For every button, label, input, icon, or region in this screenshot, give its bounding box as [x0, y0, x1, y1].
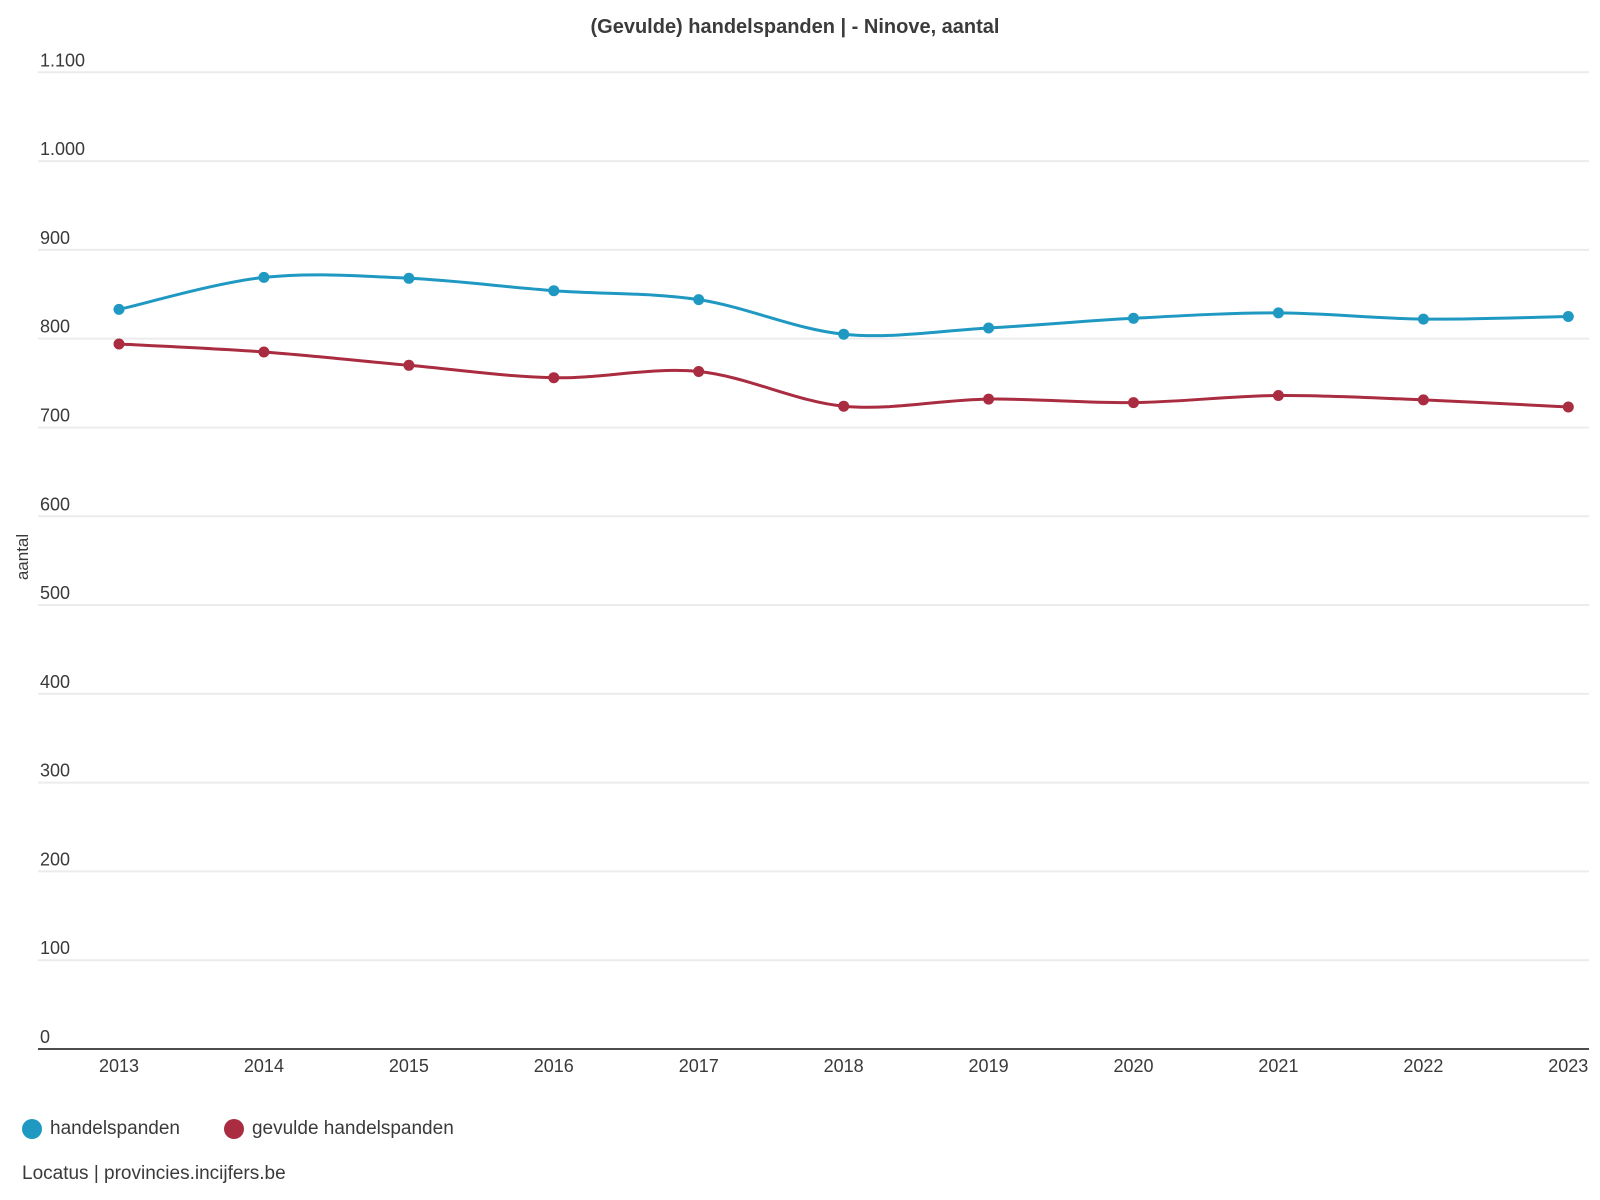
- y-tick-label: 100: [40, 938, 70, 958]
- data-point: [1128, 312, 1139, 324]
- x-tick-label: 2020: [1113, 1056, 1153, 1076]
- data-point: [983, 393, 995, 405]
- x-tick-label: 2019: [969, 1056, 1009, 1076]
- y-axis-labels: 0 100 200 300 400 500 600 700 800 900 1.000 1.100: [40, 50, 85, 1047]
- legend-marker-handelspanden-icon: [22, 1119, 42, 1139]
- y-tick-label: 600: [40, 494, 70, 514]
- x-tick-label: 2015: [389, 1056, 429, 1076]
- y-tick-label: 1.000: [40, 139, 85, 159]
- x-axis-labels: 2013 2014 2015 2016 2017 2018 2019 2020 2021 2022…: [99, 1056, 1588, 1076]
- x-tick-label: 2016: [534, 1056, 574, 1076]
- line-chart-canvas: 0 100 200 300 400 500 600 700 800 900 1.000 1.100 20…: [38, 50, 1589, 1076]
- x-tick-label: 2022: [1403, 1056, 1443, 1076]
- y-tick-label: 1.100: [40, 50, 85, 70]
- series-line-handelspanden: [117, 273, 1570, 338]
- legend-item-handelspanden[interactable]: handelspanden: [22, 1118, 180, 1140]
- data-point: [1562, 311, 1574, 322]
- data-point: [258, 346, 270, 358]
- series-points-gevulde-handelspanden: [113, 338, 1574, 413]
- legend-marker-gevulde-handelspanden-icon: [223, 1119, 244, 1139]
- x-tick-label: 2023: [1548, 1056, 1588, 1076]
- series-points-handelspanden: [113, 271, 1574, 340]
- data-point: [403, 272, 415, 284]
- data-point: [838, 400, 850, 412]
- x-tick-label: 2021: [1258, 1056, 1298, 1076]
- data-point: [113, 303, 125, 315]
- y-gridlines: [38, 71, 1589, 1050]
- y-tick-label: 200: [40, 849, 70, 869]
- chart-legend: handelspanden gevulde handelspanden: [22, 1118, 498, 1140]
- data-point: [113, 338, 125, 350]
- data-point: [1272, 390, 1284, 401]
- x-tick-label: 2017: [679, 1056, 719, 1076]
- data-point: [258, 271, 270, 283]
- y-tick-label: 700: [40, 405, 70, 425]
- y-tick-label: 300: [40, 761, 70, 781]
- data-point: [693, 294, 705, 306]
- data-point: [1128, 397, 1139, 409]
- y-tick-label: 400: [40, 672, 70, 692]
- y-tick-label: 900: [40, 228, 70, 248]
- data-point: [403, 359, 415, 371]
- data-point: [1562, 401, 1574, 413]
- y-tick-label: 500: [40, 583, 70, 603]
- chart-title: (Gevulde) handelspanden | - Ninove, aant…: [590, 16, 1000, 38]
- legend-item-gevulde-handelspanden[interactable]: gevulde handelspanden: [223, 1118, 454, 1140]
- x-tick-label: 2013: [99, 1056, 139, 1076]
- legend-label: gevulde handelspanden: [251, 1118, 454, 1139]
- x-tick-label: 2018: [824, 1056, 864, 1076]
- x-tick-label: 2014: [244, 1056, 284, 1076]
- y-axis-title-box: aantal: [8, 496, 38, 618]
- y-axis-title: aantal: [13, 533, 33, 581]
- data-point: [838, 328, 850, 340]
- data-point: [548, 285, 560, 297]
- data-point: [548, 372, 560, 384]
- data-point: [1417, 394, 1429, 406]
- legend-label: handelspanden: [50, 1118, 180, 1139]
- y-tick-label: 0: [40, 1027, 50, 1047]
- data-point: [1272, 307, 1284, 319]
- source-attribution: Locatus | provincies.incijfers.be: [22, 1163, 286, 1184]
- series-line-gevulde-handelspanden: [117, 342, 1570, 409]
- data-point: [1417, 313, 1429, 325]
- data-point: [693, 366, 705, 377]
- data-point: [983, 322, 995, 334]
- y-tick-label: 800: [40, 317, 70, 337]
